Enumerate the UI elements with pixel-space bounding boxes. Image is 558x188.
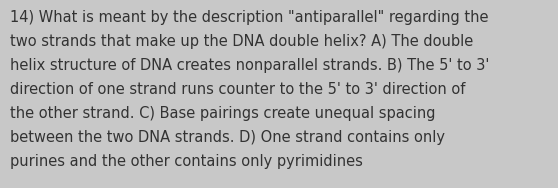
Text: two strands that make up the DNA double helix? A) The double: two strands that make up the DNA double … — [10, 34, 473, 49]
Text: helix structure of DNA creates nonparallel strands. B) The 5' to 3': helix structure of DNA creates nonparall… — [10, 58, 489, 73]
Text: between the two DNA strands. D) One strand contains only: between the two DNA strands. D) One stra… — [10, 130, 445, 145]
Text: the other strand. C) Base pairings create unequal spacing: the other strand. C) Base pairings creat… — [10, 106, 435, 121]
Text: direction of one strand runs counter to the 5' to 3' direction of: direction of one strand runs counter to … — [10, 82, 465, 97]
Text: 14) What is meant by the description "antiparallel" regarding the: 14) What is meant by the description "an… — [10, 10, 488, 25]
Text: purines and the other contains only pyrimidines: purines and the other contains only pyri… — [10, 154, 363, 169]
